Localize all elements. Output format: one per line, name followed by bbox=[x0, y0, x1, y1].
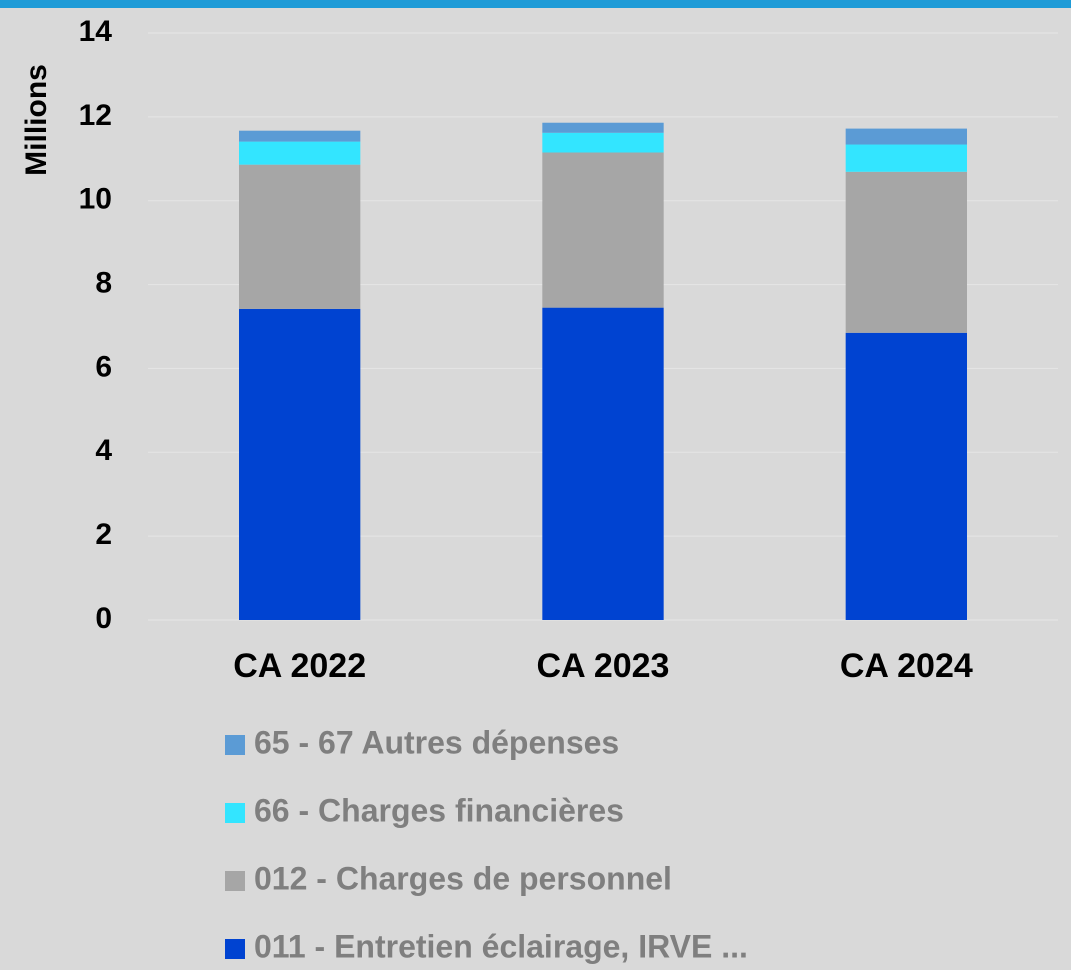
bar-segment bbox=[239, 164, 361, 309]
bar-segment bbox=[845, 144, 967, 172]
bar-segment bbox=[542, 122, 664, 133]
y-tick-label: 12 bbox=[79, 99, 112, 132]
y-tick-label: 4 bbox=[95, 434, 112, 467]
y-tick-label: 6 bbox=[95, 350, 112, 383]
legend-swatch bbox=[225, 871, 245, 891]
legend-swatch bbox=[225, 939, 245, 959]
x-tick-label: CA 2022 bbox=[233, 647, 366, 685]
legend-label: 65 - 67 Autres dépenses bbox=[254, 724, 619, 760]
bar-segment bbox=[845, 332, 967, 620]
bar-segment bbox=[239, 141, 361, 165]
y-axis-label: Millions bbox=[20, 64, 53, 176]
legend-swatch bbox=[225, 735, 245, 755]
y-tick-label: 10 bbox=[79, 183, 112, 216]
y-tick-label: 8 bbox=[95, 266, 112, 299]
legend-swatch bbox=[225, 803, 245, 823]
bar-segment bbox=[845, 171, 967, 333]
y-tick-label: 14 bbox=[79, 15, 113, 48]
bar-segment bbox=[542, 132, 664, 153]
bar-segment bbox=[239, 130, 361, 142]
x-tick-label: CA 2024 bbox=[840, 647, 973, 685]
top-border bbox=[0, 0, 1071, 8]
bar-segment bbox=[239, 308, 361, 620]
bar-segment bbox=[845, 128, 967, 145]
bar-segment bbox=[542, 307, 664, 620]
y-tick-label: 0 bbox=[95, 602, 112, 635]
legend-label: 012 - Charges de personnel bbox=[254, 860, 672, 896]
bar-segment bbox=[542, 152, 664, 308]
legend-label: 011 - Entretien éclairage, IRVE ... bbox=[254, 928, 748, 964]
y-tick-label: 2 bbox=[95, 518, 112, 551]
legend-label: 66 - Charges financières bbox=[254, 792, 624, 828]
x-tick-label: CA 2023 bbox=[537, 647, 670, 685]
